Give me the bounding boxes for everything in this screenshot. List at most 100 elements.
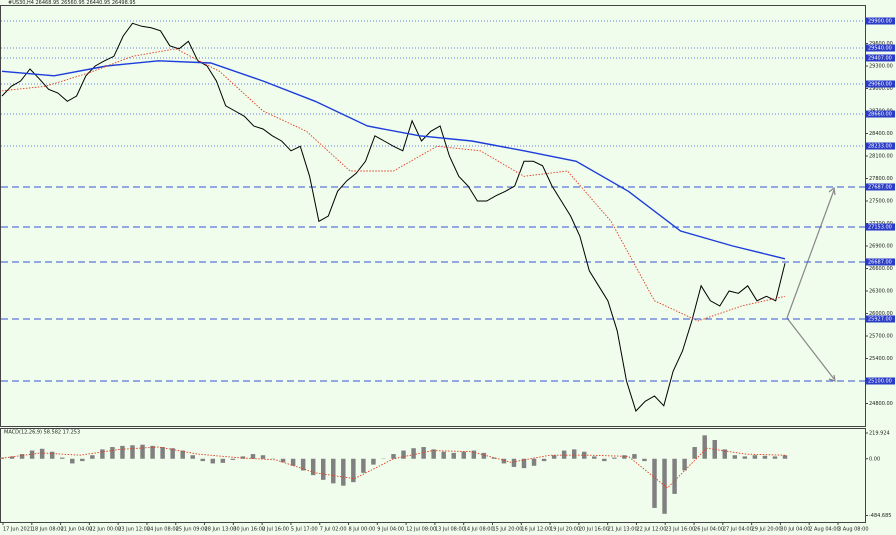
- y-tick-label: 28400.00: [869, 131, 893, 137]
- histogram-bar: [602, 458, 607, 462]
- histogram-bar: [441, 451, 446, 459]
- level-label-box: [866, 377, 895, 385]
- histogram-bar: [200, 458, 205, 462]
- histogram-bar: [702, 435, 707, 459]
- x-tick-label: 30 Jun 16:00: [233, 527, 265, 533]
- x-tick-label: 28 Jun 13:00: [205, 527, 237, 533]
- histogram-bar: [180, 450, 185, 459]
- level-label: 28660.00: [868, 112, 892, 118]
- histogram-bar: [772, 456, 778, 459]
- arrow-up: [786, 189, 835, 319]
- histogram-bar: [531, 458, 537, 466]
- histogram-bar: [762, 455, 768, 459]
- x-tick-label: 21 Jul 13:00: [608, 527, 638, 533]
- histogram-bar: [341, 458, 346, 486]
- y-tick-label: 29000.00: [869, 86, 893, 92]
- y-tick-label: 29600.00: [869, 41, 893, 47]
- histogram-bar: [100, 449, 105, 459]
- x-tick-label: 27 Jul 04:00: [723, 527, 753, 533]
- y-tick-label: 29300.00: [869, 64, 893, 70]
- histogram-bar: [521, 458, 527, 469]
- y-tick-label: -484.685: [869, 513, 891, 519]
- histogram-bar: [451, 452, 456, 459]
- histogram-bar: [70, 458, 75, 464]
- histogram-bar: [782, 455, 788, 459]
- histogram-bar: [371, 458, 376, 465]
- histogram-bar: [290, 458, 296, 466]
- histogram-bar: [250, 454, 256, 459]
- histogram-bar: [150, 445, 155, 459]
- histogram-bar: [612, 457, 617, 459]
- y-tick-label: 24800.00: [869, 401, 893, 407]
- histogram-bar: [60, 457, 65, 459]
- histogram-bar: [29, 450, 35, 459]
- arrow-down-head: [828, 374, 836, 382]
- histogram-bar: [220, 458, 226, 463]
- level-label-box: [866, 17, 895, 25]
- histogram-bar: [692, 447, 697, 459]
- histogram-bar: [672, 458, 677, 494]
- x-tick-label: 17 Jun 2021: [3, 527, 33, 533]
- histogram-bar: [491, 457, 497, 459]
- x-tick-label: 12 Jul 08:00: [406, 527, 436, 533]
- macd-frame: [0, 428, 866, 523]
- y-tick-label: 27500.00: [869, 199, 893, 205]
- level-label-box: [866, 223, 895, 231]
- histogram-bar: [391, 454, 396, 459]
- histogram-bar: [652, 458, 657, 508]
- y-tick-label: 26000.00: [869, 311, 893, 317]
- histogram-bar: [240, 456, 246, 459]
- x-tick-label: 24 Jun 08:00: [147, 527, 179, 533]
- histogram-bar: [501, 458, 507, 464]
- level-label: 29060.00: [868, 82, 892, 88]
- histogram-bar: [120, 445, 125, 459]
- x-tick-label: 2 Jul 16:00: [262, 527, 289, 533]
- y-tick-label: 25700.00: [869, 334, 893, 340]
- level-label-box: [866, 142, 895, 150]
- histogram-bar: [682, 458, 687, 471]
- x-tick-label: 13 Jul 08:00: [435, 527, 465, 533]
- y-tick-label: 219.924: [869, 430, 890, 436]
- level-label: 25927.00: [868, 316, 892, 322]
- x-tick-label: 23 Jul 16:00: [665, 527, 695, 533]
- series-line: [1, 48, 786, 322]
- histogram-bar: [732, 455, 738, 459]
- x-tick-label: 20 Jul 16:00: [579, 527, 609, 533]
- histogram-bar: [280, 458, 286, 463]
- x-tick-label: 8 Jul 00:00: [349, 527, 376, 533]
- level-label: 29407.00: [868, 55, 892, 61]
- histogram-bar: [421, 447, 426, 459]
- histogram-bar: [712, 440, 717, 459]
- level-label-box: [866, 54, 895, 62]
- histogram-bar: [49, 451, 55, 459]
- y-tick-label: 28100.00: [869, 154, 893, 160]
- histogram-bar: [571, 449, 577, 459]
- histogram-bar: [140, 444, 145, 459]
- level-label-box: [866, 80, 895, 88]
- histogram-bar: [632, 454, 637, 459]
- histogram-bar: [561, 450, 567, 459]
- histogram-bar: [331, 458, 336, 484]
- forecast-arrows: [786, 186, 836, 382]
- x-tick-label: 19 Jul 20:00: [550, 527, 580, 533]
- y-tick-label: 27800.00: [869, 176, 893, 182]
- histogram-bar: [722, 449, 727, 459]
- level-label: 25100.00: [868, 379, 892, 385]
- histogram-bar: [431, 449, 436, 459]
- histogram-bar: [19, 454, 25, 459]
- y-tick-label: 26300.00: [869, 289, 893, 295]
- main-frame: [0, 5, 866, 427]
- histogram-bar: [622, 455, 627, 459]
- y-tick-label: 26600.00: [869, 266, 893, 272]
- histogram-bar: [471, 450, 477, 459]
- level-label: 26687.00: [868, 259, 892, 265]
- x-tick-label: 7 Jul 02:00: [320, 527, 347, 533]
- histogram-bar: [662, 458, 667, 514]
- x-tick-label: 29 Jul 20:00: [752, 527, 782, 533]
- x-tick-label: 3 Aug 08:00: [838, 527, 869, 533]
- arrow-up-head: [828, 186, 836, 196]
- histogram-bar: [511, 458, 517, 467]
- histogram-bar: [260, 455, 266, 459]
- x-tick-label: 23 Jun 12:00: [118, 527, 150, 533]
- x-tick-label: 22 Jun 00:00: [89, 527, 121, 533]
